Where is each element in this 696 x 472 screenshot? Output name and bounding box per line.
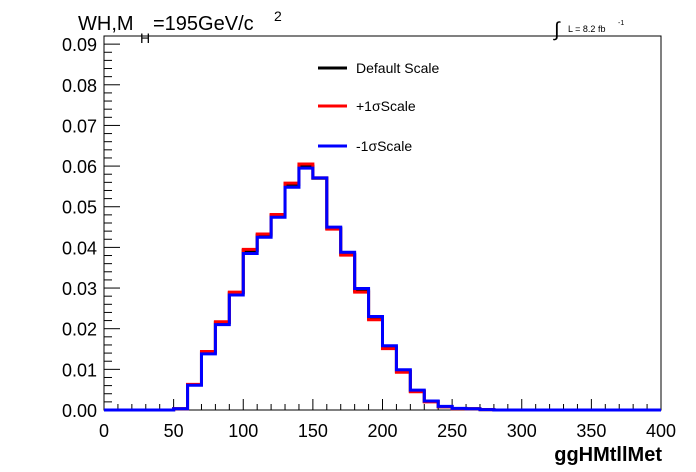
x-tick-label: 50 [164,421,184,441]
y-tick-label: 0.06 [62,157,97,177]
lumi-text: L = 8.2 fb [568,24,605,34]
luminosity-label: ∫ L = 8.2 fb -1 [553,19,624,41]
x-tick-label: 250 [437,421,467,441]
title-superscript: 2 [274,8,282,24]
title-main: WH,M [78,13,134,35]
x-tick-label: 400 [646,421,676,441]
y-tick-label: 0.09 [62,35,97,55]
y-tick-label: 0.00 [62,401,97,421]
lumi-superscript: -1 [618,20,624,27]
y-tick-label: 0.02 [62,320,97,340]
y-tick-label: 0.03 [62,279,97,299]
legend-label-2: +1σScale [356,98,416,114]
y-tick-label: 0.04 [62,238,97,258]
y-tick-label: 0.01 [62,360,97,380]
series-group [104,162,661,412]
chart-title: WH,M H =195GeV/c 2 [78,8,282,46]
legend: Default Scale +1σScale -1σScale [318,60,439,154]
y-tick-label: 0.08 [62,76,97,96]
x-tick-label: 200 [367,421,397,441]
x-tick-label: 150 [298,421,328,441]
y-tick-label: 0.05 [62,198,97,218]
title-subscript: H [140,30,150,46]
x-tick-label: 0 [99,421,109,441]
y-tick-label: 0.07 [62,116,97,136]
x-tick-label: 100 [228,421,258,441]
x-tick-label: 300 [507,421,537,441]
integral-sign: ∫ [553,19,561,41]
series-line-3 [104,166,661,412]
legend-label-3: -1σScale [356,138,412,154]
x-axis-title: ggHMtllMet [554,444,662,466]
axes: 0 50 100 150 200 250 300 350 400 0.00 0.01 0.02 0.03… [62,35,676,441]
legend-label-1: Default Scale [356,60,439,76]
x-tick-label: 350 [576,421,606,441]
title-rest: =195GeV/c [153,13,254,35]
